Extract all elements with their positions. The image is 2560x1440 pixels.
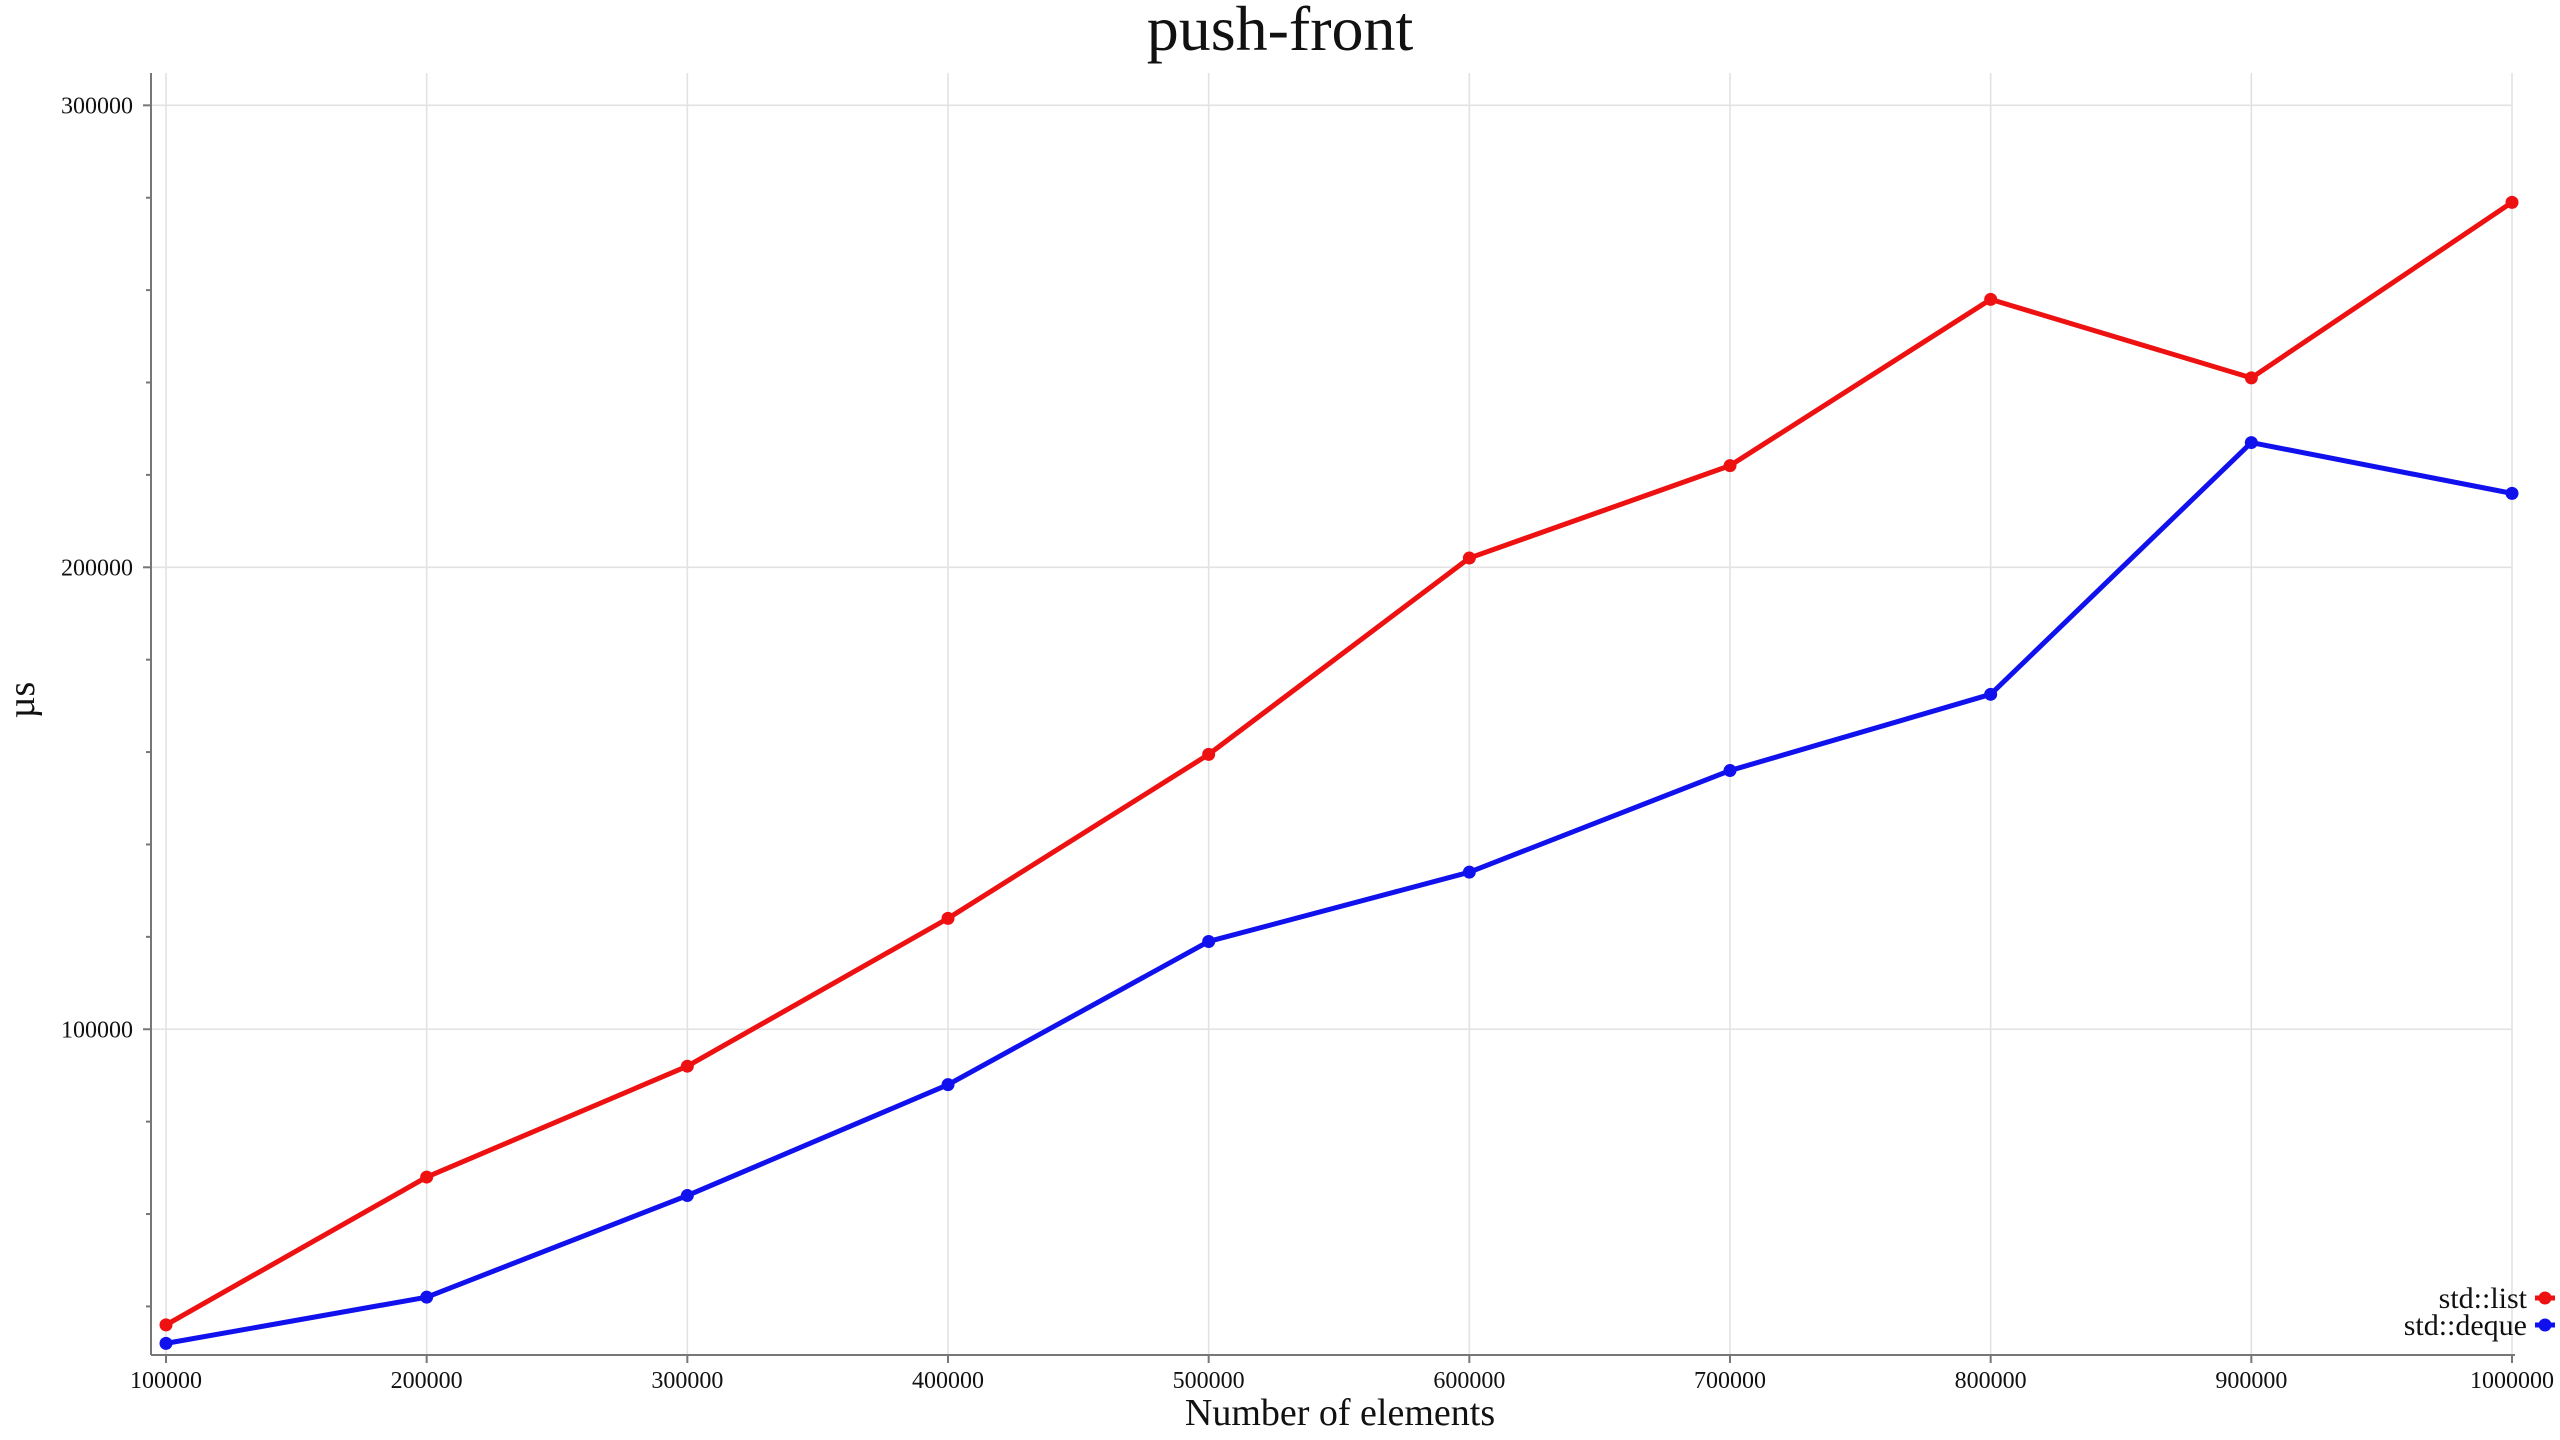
- data-point-std-deque: [1723, 764, 1737, 778]
- data-point-std-deque: [1984, 687, 1998, 701]
- x-axis-title: Number of elements: [1185, 1392, 1495, 1434]
- data-point-std-deque: [159, 1336, 173, 1350]
- data-point-std-list: [1202, 747, 1216, 761]
- data-point-std-list: [2505, 195, 2519, 209]
- data-point-std-list: [680, 1059, 694, 1073]
- y-axis-title: µs: [1, 682, 43, 719]
- data-point-std-deque: [2505, 486, 2519, 500]
- data-point-std-deque: [941, 1078, 955, 1092]
- series-line-std-list: [163, 199, 2515, 1328]
- y-axis-ticks: 100000 200000 300000: [61, 93, 151, 1308]
- x-tick-label: 1000000: [2470, 1368, 2554, 1394]
- x-tick-label: 200000: [391, 1368, 463, 1394]
- series-line-std-deque: [163, 440, 2515, 1346]
- y-tick-label: 200000: [61, 555, 133, 581]
- data-point-std-list: [159, 1318, 173, 1332]
- legend-label-std-deque: std::deque: [2404, 1309, 2527, 1342]
- data-point-std-list: [420, 1170, 434, 1184]
- x-tick-label: 700000: [1694, 1368, 1766, 1394]
- data-point-std-deque: [420, 1290, 434, 1304]
- x-tick-label: 300000: [651, 1368, 723, 1394]
- data-point-std-deque: [1202, 934, 1216, 948]
- data-point-std-list: [941, 911, 955, 925]
- data-point-std-deque: [680, 1189, 694, 1203]
- y-tick-label: 100000: [61, 1017, 133, 1043]
- horizontal-gridlines: [151, 104, 2512, 1031]
- data-point-std-deque: [1462, 865, 1476, 879]
- x-tick-label: 600000: [1433, 1368, 1505, 1394]
- data-point-std-list: [2244, 371, 2258, 385]
- x-tick-label: 800000: [1955, 1368, 2027, 1394]
- x-axis-ticks: 100000 200000 300000 400000 500000 600000 7000…: [130, 1355, 2554, 1394]
- legend-label-std-list: std::list: [2439, 1282, 2528, 1315]
- series-layer: [159, 195, 2519, 1350]
- data-point-std-list: [1723, 459, 1737, 473]
- chart-title: push-front: [1147, 0, 1414, 64]
- legend-swatch-point-std-list: [2538, 1291, 2552, 1305]
- x-tick-label: 500000: [1173, 1368, 1245, 1394]
- legend-swatch-point-std-deque: [2538, 1318, 2552, 1332]
- y-tick-label: 300000: [61, 93, 133, 119]
- vertical-gridlines: [165, 73, 2513, 1355]
- data-point-std-deque: [2244, 436, 2258, 450]
- x-tick-label: 900000: [2215, 1368, 2287, 1394]
- x-tick-label: 400000: [912, 1368, 984, 1394]
- data-point-std-list: [1462, 551, 1476, 565]
- x-tick-label: 100000: [130, 1368, 202, 1394]
- data-point-std-list: [1984, 292, 1998, 306]
